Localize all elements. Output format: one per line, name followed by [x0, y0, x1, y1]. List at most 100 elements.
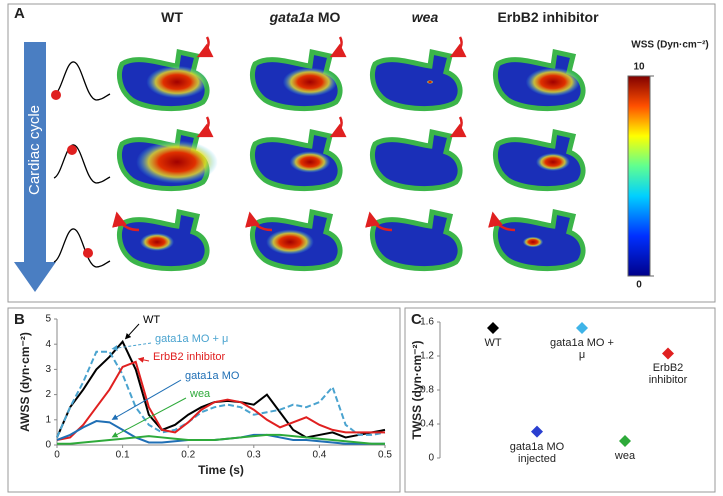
- point: [662, 347, 674, 360]
- column-header: ErbB2 inhibitor: [497, 9, 599, 25]
- heart: [493, 48, 586, 112]
- point-label-box: gata1a MO injected: [509, 440, 565, 465]
- heart-wss-hotspot: [525, 67, 581, 97]
- x-tick-label: 0.5: [378, 450, 392, 461]
- point-label-box: gata1a MO + μ: [550, 336, 614, 361]
- x-tick-label: 0.4: [312, 450, 326, 461]
- heart: [370, 36, 467, 112]
- heart: [117, 36, 214, 112]
- point-label-box: ErbB2 inhibitor: [649, 362, 688, 386]
- y-tick-label: 3: [45, 364, 51, 375]
- y-axis-label: TWSS (dyn·cm⁻²): [410, 341, 424, 440]
- colorbar-tick-label: 10: [633, 62, 645, 73]
- y-axis-label: AWSS (dyn·cm⁻²): [18, 332, 32, 432]
- point-label-box: WT: [484, 336, 502, 349]
- y-tick-label: 2: [45, 389, 51, 400]
- point-label: gata1a MO injected: [509, 440, 565, 465]
- column-header-part: wea: [412, 9, 439, 25]
- x-tick-label: 0: [54, 450, 60, 461]
- heart-body: [370, 48, 463, 112]
- column-header: gata1a MO: [269, 9, 341, 25]
- flow-arrow: [245, 211, 273, 232]
- heart: [493, 128, 586, 192]
- row-axis-label: Cardiac cycle: [26, 105, 43, 195]
- phase-dot: [51, 90, 61, 100]
- y-tick-label: 0.8: [420, 385, 434, 396]
- heart: [365, 208, 463, 272]
- annotation-arrow: [124, 323, 140, 340]
- waveform-icons: [53, 61, 111, 268]
- column-header: WT: [161, 9, 183, 25]
- heart-wss-hotspot: [146, 65, 208, 99]
- annotation-arrow: [137, 356, 150, 363]
- flow-arrow: [449, 36, 467, 58]
- flow-arrow: [196, 36, 214, 58]
- heart-body: [370, 208, 463, 272]
- point-label-box: wea: [614, 450, 636, 462]
- annotation-arrow: [111, 379, 182, 420]
- column-header-part: MO: [314, 9, 341, 25]
- heart: [370, 116, 467, 192]
- annotation-arrow: [111, 397, 187, 438]
- flow-arrow: [329, 116, 347, 138]
- series-annotation: WT: [143, 314, 160, 326]
- y-tick-label: 5: [45, 314, 51, 325]
- point-label: WT: [484, 336, 502, 349]
- series-annotation: ErbB2 inhibitor: [153, 351, 225, 363]
- colorbar: [627, 75, 651, 277]
- phase-dot: [67, 145, 77, 155]
- heart-wss-hotspot: [536, 153, 570, 171]
- column-header-part: gata1a: [269, 9, 315, 25]
- y-tick-label: 1: [45, 414, 51, 425]
- phase-dot: [83, 248, 93, 258]
- column-header-part: WT: [161, 9, 183, 25]
- y-tick-label: 0: [45, 440, 51, 451]
- series-annotation: gata1a MO: [185, 370, 240, 382]
- panel-label: C: [411, 311, 422, 328]
- flow-arrow: [365, 211, 393, 232]
- column-header-part: ErbB2 inhibitor: [497, 9, 599, 25]
- y-tick-label: 0.4: [420, 419, 434, 430]
- colorbar-tick-label: 0: [636, 280, 642, 291]
- heart: [112, 208, 210, 272]
- panel-b-frame: [7, 307, 401, 493]
- annotation-arrow: [111, 342, 152, 351]
- point-label: wea: [614, 450, 636, 462]
- heart: [250, 36, 347, 112]
- heart-renderings: [112, 36, 586, 272]
- heart-wss-hotspot: [140, 233, 174, 251]
- heart-wss-hotspot: [426, 80, 434, 84]
- flow-arrow: [196, 116, 214, 138]
- heart: [117, 116, 218, 192]
- point: [619, 435, 631, 447]
- series-line: [56, 360, 385, 441]
- heart-wss-hotspot: [522, 236, 544, 248]
- panel-label: B: [14, 311, 25, 328]
- column-header: wea: [412, 9, 439, 25]
- flow-arrow: [449, 116, 467, 138]
- y-tick-label: 0: [428, 453, 434, 464]
- panel-c-frame: [404, 307, 716, 493]
- series-line: [57, 433, 385, 445]
- point: [576, 321, 588, 334]
- heart: [250, 116, 347, 192]
- point: [487, 321, 499, 334]
- heart-body: [370, 128, 463, 192]
- flow-arrow: [488, 211, 516, 232]
- heart-wss-hotspot: [289, 151, 331, 173]
- heart: [245, 208, 343, 272]
- x-axis-label: Time (s): [198, 463, 244, 477]
- x-tick-label: 0.3: [247, 450, 261, 461]
- panel-a-frame: [7, 3, 716, 303]
- heart-wss-hotspot: [266, 229, 314, 255]
- panel-label: A: [14, 5, 25, 22]
- y-tick-label: 1.6: [420, 317, 434, 328]
- y-tick-label: 4: [45, 339, 51, 350]
- heart-wss-hotspot: [282, 67, 338, 97]
- cardiac-cycle-arrow: Cardiac cycle: [14, 42, 56, 292]
- y-tick-label: 1.2: [420, 351, 434, 362]
- point: [531, 425, 543, 438]
- point-label: gata1a MO + μ: [550, 336, 614, 361]
- flow-arrow: [112, 211, 140, 232]
